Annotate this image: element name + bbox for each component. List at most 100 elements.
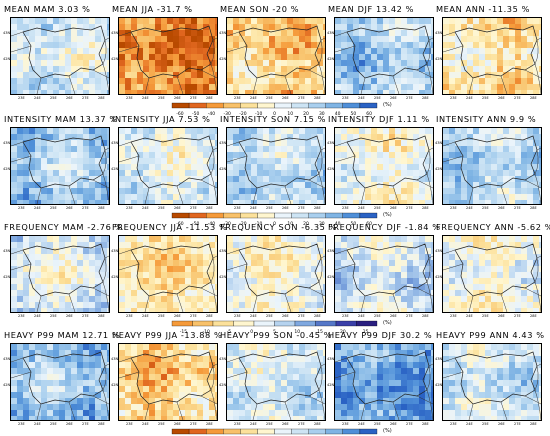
colorbar-unit: (%) <box>383 102 392 108</box>
colorbar-swatch <box>342 102 361 109</box>
colorbar-swatch <box>308 212 326 219</box>
x-tick-label: 25E <box>266 206 273 210</box>
x-tick-label: 23E <box>450 422 457 426</box>
colorbar-tick-label: -20 <box>239 221 246 227</box>
x-tick-label: 28E <box>98 422 105 426</box>
y-tick-label: 43N <box>3 141 11 145</box>
colorbar-tick-label: -30 <box>224 111 231 117</box>
colorbar-unit: (%) <box>383 320 392 326</box>
colorbar-unit: (%) <box>383 212 392 218</box>
colorbar-tick-label: -50 <box>192 221 199 227</box>
y-tick-label: 42N <box>3 383 11 387</box>
colorbar-swatch <box>325 428 343 435</box>
y-tick-label: 42N <box>219 57 227 61</box>
x-tick-label: 24E <box>34 314 41 318</box>
colorbar-tick-label: 0 <box>250 329 253 335</box>
x-tick-label: 23E <box>234 96 241 100</box>
colorbar-swatch <box>274 102 292 109</box>
country-border <box>22 351 106 405</box>
x-tick-label: 25E <box>374 206 381 210</box>
x-tick-label: 25E <box>158 314 165 318</box>
x-tick-label: 25E <box>266 422 273 426</box>
colorbar-swatch <box>192 320 214 327</box>
panel-title: INTENSITY MAM 13.37 % <box>4 114 118 124</box>
colorbar-tick-label: 50 <box>350 221 356 227</box>
x-tick-label: 24E <box>358 206 365 210</box>
colorbar-swatch <box>206 212 224 219</box>
x-tick-label: 23E <box>342 206 349 210</box>
colorbar-swatch <box>223 212 241 219</box>
country-border <box>130 351 214 405</box>
x-tick-label: 26E <box>282 206 289 210</box>
colorbar-swatch <box>171 320 193 327</box>
y-tick-label: 42N <box>111 383 119 387</box>
country-border <box>238 243 322 297</box>
colorbar-swatch <box>291 212 309 219</box>
x-tick-label: 27E <box>406 206 413 210</box>
x-tick-label: 27E <box>406 314 413 318</box>
x-tick-label: 25E <box>266 96 273 100</box>
panel-title: MEAN JJA -31.7 % <box>112 4 193 14</box>
x-tick-label: 25E <box>374 314 381 318</box>
y-tick-label: 43N <box>111 31 119 35</box>
colorbar-tick-label: 10 <box>294 329 300 335</box>
country-border <box>22 25 106 79</box>
map-panel-mean-3 <box>334 17 434 95</box>
x-tick-label: 23E <box>18 314 25 318</box>
x-tick-label: 24E <box>142 206 149 210</box>
x-tick-label: 25E <box>482 96 489 100</box>
x-tick-label: 26E <box>174 96 181 100</box>
map-panel-frequency-0 <box>10 235 110 313</box>
y-tick-label: 43N <box>3 357 11 361</box>
colorbar-swatch <box>212 320 234 327</box>
y-tick-label: 43N <box>111 141 119 145</box>
colorbar-unit: (%) <box>383 428 392 434</box>
y-tick-label: 42N <box>111 167 119 171</box>
y-tick-label: 42N <box>327 275 335 279</box>
map-panel-heavy-2 <box>226 343 326 421</box>
x-tick-label: 24E <box>142 314 149 318</box>
map-panel-heavy-3 <box>334 343 434 421</box>
country-border <box>346 243 430 297</box>
x-tick-label: 25E <box>374 422 381 426</box>
x-tick-label: 26E <box>498 206 505 210</box>
y-tick-label: 42N <box>327 383 335 387</box>
x-tick-label: 23E <box>18 206 25 210</box>
y-tick-label: 43N <box>3 31 11 35</box>
x-tick-label: 28E <box>206 422 213 426</box>
x-tick-label: 24E <box>142 422 149 426</box>
colorbar-swatch <box>308 102 326 109</box>
colorbar-frequency: -15 -10 -5 0 5 10 15 20 25 <box>171 320 378 335</box>
x-tick-label: 23E <box>234 206 241 210</box>
x-tick-label: 24E <box>142 96 149 100</box>
colorbar-tick-label: -30 <box>224 221 231 227</box>
colorbar-tick-label: -10 <box>202 329 209 335</box>
panel-title: INTENSITY SON 7.15 % <box>220 114 327 124</box>
x-tick-label: 24E <box>466 314 473 318</box>
country-border <box>454 25 538 79</box>
x-tick-label: 24E <box>34 422 41 426</box>
y-tick-label: 42N <box>3 57 11 61</box>
colorbar-swatch <box>188 212 207 219</box>
x-tick-label: 24E <box>250 314 257 318</box>
colorbar-tick-label: 10 <box>287 221 293 227</box>
x-tick-label: 23E <box>450 206 457 210</box>
country-border <box>130 135 214 189</box>
country-border <box>454 243 538 297</box>
colorbar-swatch <box>206 428 224 435</box>
colorbar-tick-label: 50 <box>350 111 356 117</box>
colorbar-tick-label: 20 <box>303 111 309 117</box>
colorbar-mean: -60 -50 -40 -30 -20 -10 0 10 20 30 40 50 60 <box>171 102 378 117</box>
country-border <box>346 351 430 405</box>
colorbar-tick-label: -15 <box>180 329 187 335</box>
colorbar-tick-label: 60 <box>366 221 372 227</box>
x-tick-label: 26E <box>282 314 289 318</box>
x-tick-label: 23E <box>342 422 349 426</box>
x-tick-label: 26E <box>66 422 73 426</box>
colorbar-swatch <box>240 428 258 435</box>
colorbar-swatch <box>188 102 207 109</box>
panel-title: FREQUENCY MAM -2.76 % <box>4 222 123 232</box>
x-tick-label: 23E <box>342 96 349 100</box>
x-tick-label: 26E <box>174 422 181 426</box>
panel-title: FREQUENCY JJA -11.53 % <box>112 222 228 232</box>
